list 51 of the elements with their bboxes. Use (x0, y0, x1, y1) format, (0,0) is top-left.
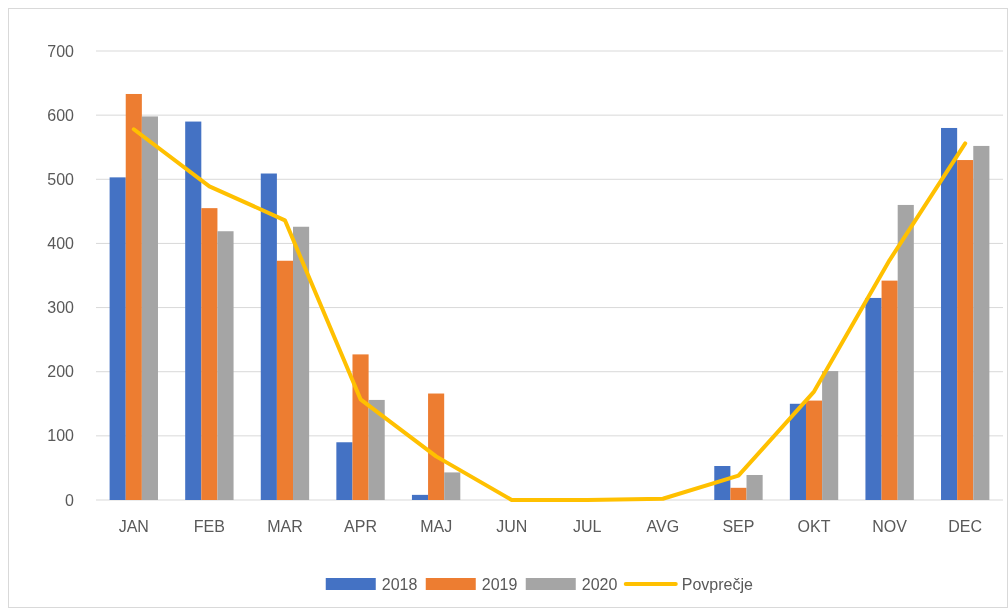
bar (865, 297, 882, 500)
bar (352, 354, 369, 500)
x-tick-label: JAN (118, 518, 149, 535)
y-tick-label: 200 (47, 363, 75, 381)
x-tick-label: DEC (948, 518, 983, 535)
legend-label: Povprečje (681, 575, 753, 593)
x-tick-label: OKT (797, 518, 831, 535)
y-tick-label: 100 (47, 427, 75, 445)
bar (941, 127, 958, 500)
y-tick-label: 700 (47, 42, 75, 60)
y-tick-label: 400 (47, 235, 75, 253)
bar (260, 173, 277, 500)
bar (428, 393, 445, 500)
x-tick-label: APR (344, 518, 377, 535)
bar (109, 177, 126, 500)
bar (746, 474, 763, 500)
bar (336, 442, 353, 500)
bar (201, 208, 218, 500)
bar (276, 260, 294, 500)
bar (411, 494, 429, 500)
bar (881, 280, 898, 500)
x-tick-label: MAJ (420, 518, 453, 535)
x-tick-label: NOV (872, 518, 908, 535)
x-tick-label: AVG (646, 518, 680, 535)
x-tick-label: FEB (193, 518, 225, 535)
bar (444, 472, 461, 500)
bar (141, 116, 158, 500)
bar (822, 371, 839, 500)
bar (185, 121, 202, 500)
y-tick-label: 0 (65, 491, 75, 509)
x-tick-label: SEP (722, 518, 755, 535)
bar (730, 487, 747, 500)
bar (805, 400, 823, 500)
bar (368, 399, 385, 500)
legend-label: 2018 (381, 575, 418, 593)
y-tick-label: 300 (47, 299, 75, 317)
bar (973, 145, 990, 500)
bar (897, 204, 914, 500)
bar (125, 93, 142, 500)
legend-label: 2019 (481, 575, 518, 593)
bar (957, 160, 974, 500)
bar (293, 226, 310, 500)
legend-label: 2020 (581, 575, 618, 593)
bar (789, 403, 806, 500)
x-tick-label: MAR (267, 518, 303, 535)
bar (217, 231, 234, 500)
y-tick-label: 600 (47, 106, 75, 124)
x-tick-label: JUN (496, 518, 528, 535)
y-tick-label: 500 (47, 170, 75, 188)
line-series (131, 127, 968, 502)
x-tick-label: JUL (573, 518, 602, 535)
